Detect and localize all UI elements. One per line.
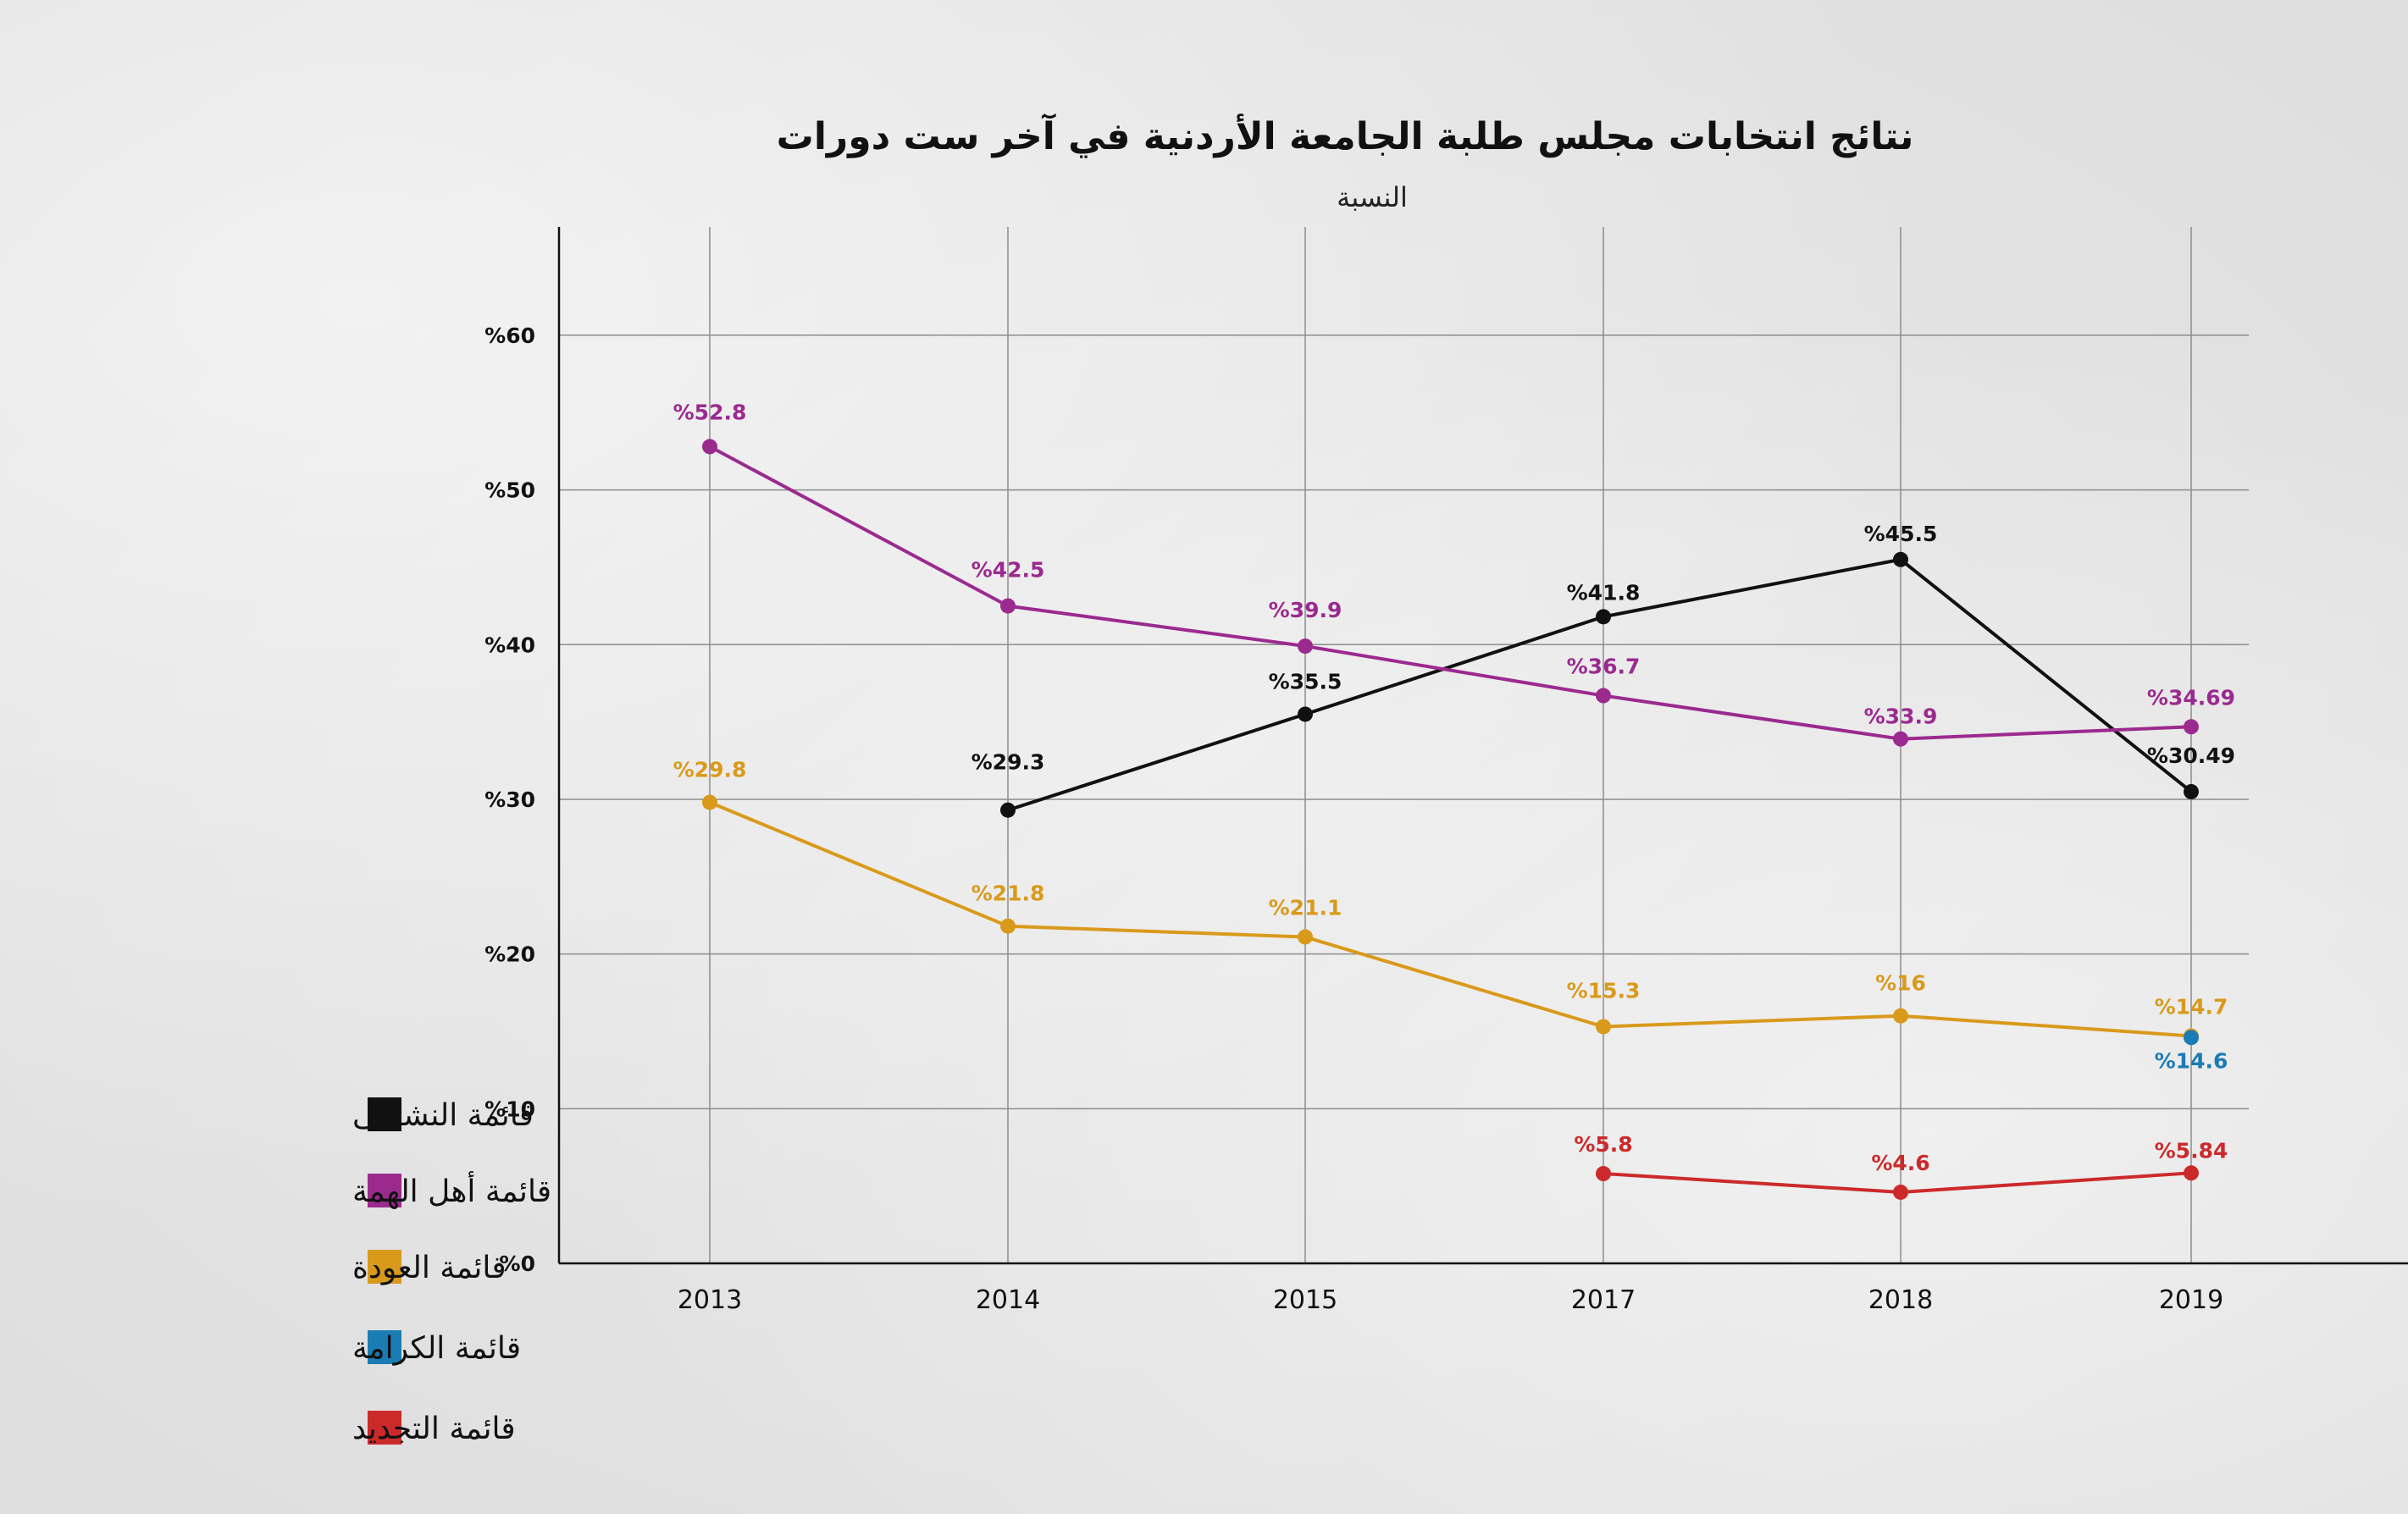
- data-label: %4.6: [1871, 1151, 1929, 1175]
- legend-swatch: [368, 1174, 401, 1207]
- data-point: [1000, 918, 1016, 934]
- data-point: [2184, 1165, 2199, 1181]
- data-point: [1298, 638, 1313, 655]
- chart-title: نتائج انتخابات مجلس طلبة الجامعة الأردني…: [777, 113, 1914, 158]
- data-point: [1000, 598, 1016, 614]
- data-label: %35.5: [1269, 669, 1342, 693]
- y-tick-label: %30: [484, 787, 535, 812]
- data-label: %34.69: [2147, 685, 2235, 710]
- legend-item: قائمة العودة: [352, 1250, 507, 1285]
- data-label: %45.5: [1864, 522, 1938, 546]
- data-label: %52.8: [673, 400, 747, 424]
- data-label: %14.7: [2155, 994, 2228, 1019]
- legend-swatch: [368, 1097, 401, 1131]
- y-axis-label: النسبة: [1337, 181, 1408, 213]
- data-label: %33.9: [1864, 705, 1938, 729]
- series-3: %14.6: [2155, 1030, 2228, 1073]
- data-point: [2184, 783, 2199, 799]
- data-label: %15.3: [1567, 978, 1641, 1003]
- data-point: [1298, 706, 1313, 722]
- data-point: [1596, 1166, 1611, 1182]
- y-tick-label: %20: [484, 942, 535, 967]
- y-tick-label: %0: [500, 1252, 535, 1276]
- x-tick-label: 2018: [1868, 1285, 1933, 1315]
- legend-label: قائمة أهل الهمة: [352, 1171, 551, 1209]
- data-label: %39.9: [1269, 598, 1342, 622]
- data-label: %5.84: [2155, 1138, 2228, 1163]
- series-4: %5.8 %4.6 %5.84: [1574, 1132, 2228, 1200]
- legend-item: قائمة النشامى: [352, 1097, 534, 1133]
- series-layer: %29.3 %35.5 %41.8 %45.5 %30.49 %52.8 %42.5 %39.…: [673, 400, 2235, 1200]
- data-label: %16: [1875, 971, 1926, 996]
- axis-layer: %0 %10 %20 %30 %40 %50 %60 2013 2014 2015 2017 2018…: [484, 227, 2408, 1315]
- data-label: %21.8: [972, 881, 1045, 906]
- y-tick-label: %40: [484, 633, 535, 657]
- x-tick-label: 2019: [2159, 1285, 2223, 1315]
- data-point: [2184, 719, 2199, 735]
- data-point: [1893, 551, 1908, 567]
- data-point: [2184, 1030, 2199, 1046]
- data-point: [1596, 1019, 1611, 1035]
- legend-label: قائمة الكرامة: [352, 1331, 521, 1366]
- y-tick-label: %60: [484, 323, 535, 348]
- y-tick-label: %10: [484, 1097, 535, 1121]
- legend-label: قائمة العودة: [352, 1251, 507, 1285]
- data-label: %29.3: [972, 750, 1045, 775]
- legend-item: قائمة التجديد: [352, 1411, 516, 1446]
- data-label: %29.8: [673, 758, 747, 782]
- legend-swatch: [368, 1411, 401, 1445]
- data-point: [1000, 802, 1016, 818]
- data-point: [702, 794, 717, 810]
- grid-layer: [559, 227, 2249, 1263]
- data-point: [702, 439, 717, 455]
- series-2: %29.8 %21.8 %21.1 %15.3 %16 %14.7: [673, 758, 2228, 1044]
- x-tick-label: 2013: [678, 1285, 742, 1315]
- x-tick-label: 2014: [976, 1285, 1040, 1315]
- legend-item: قائمة أهل الهمة: [352, 1171, 551, 1209]
- x-tick-label: 2017: [1571, 1285, 1636, 1315]
- data-point: [1596, 609, 1611, 625]
- data-point: [1596, 688, 1611, 704]
- series-line: [709, 800, 2192, 1038]
- data-point: [1298, 929, 1313, 945]
- legend-swatch: [368, 1330, 401, 1364]
- y-tick-label: %50: [484, 478, 535, 503]
- data-label: %5.8: [1574, 1132, 1632, 1157]
- x-tick-label: 2015: [1273, 1285, 1337, 1315]
- data-label: %21.1: [1269, 896, 1342, 920]
- legend-item: قائمة الكرامة: [352, 1330, 521, 1366]
- legend-label: قائمة التجديد: [352, 1412, 516, 1446]
- data-label: %14.6: [2155, 1048, 2228, 1073]
- data-point: [1893, 731, 1908, 747]
- data-label: %30.49: [2147, 743, 2235, 768]
- data-point: [1893, 1184, 1908, 1200]
- data-point: [1893, 1008, 1908, 1024]
- series-line: [709, 445, 2192, 741]
- legend-swatch: [368, 1250, 401, 1284]
- data-label: %42.5: [972, 558, 1045, 583]
- legend-label: قائمة النشامى: [352, 1098, 534, 1133]
- series-1: %52.8 %42.5 %39.9 %36.7 %33.9 %34.69: [673, 400, 2235, 747]
- data-label: %36.7: [1567, 655, 1641, 679]
- series-0: %29.3 %35.5 %41.8 %45.5 %30.49: [972, 522, 2235, 818]
- legend: قائمة النشامى قائمة أهل الهمة قائمة العودة…: [352, 1097, 551, 1446]
- data-label: %41.8: [1567, 580, 1641, 605]
